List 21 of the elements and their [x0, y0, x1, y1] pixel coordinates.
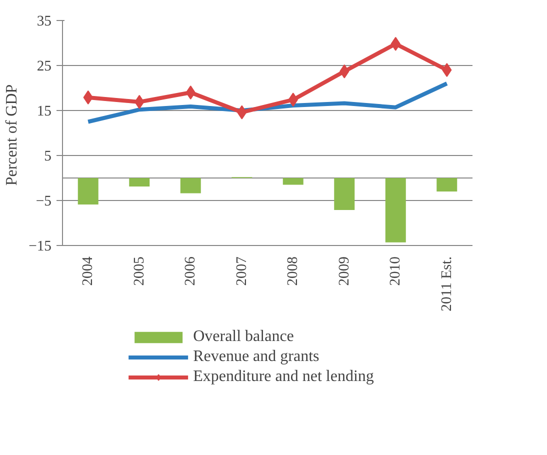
x-tick-label: 2009: [336, 256, 352, 286]
x-tick-label: 2005: [131, 256, 148, 286]
x-tick-label: 2007: [234, 256, 250, 286]
y-tick-label: −15: [28, 238, 52, 254]
line-series: [86, 82, 449, 124]
point: [186, 86, 196, 100]
x-tick-label: 2010: [388, 256, 404, 286]
legend-label: Expenditure and net lending: [193, 368, 374, 386]
legend-label: Revenue and grants: [193, 348, 320, 366]
point: [442, 63, 452, 77]
x-tick-label: 2008: [285, 256, 302, 286]
x-tick-label: 2004: [80, 256, 96, 286]
x-tick-label: 2011 Est.: [438, 256, 455, 312]
y-tick-label: 5: [44, 148, 52, 164]
y-axis-title: Percent of GDP: [4, 84, 21, 186]
y-tick-label: 25: [36, 58, 52, 74]
y-tick-label: 15: [36, 104, 52, 120]
x-tick-label: 2006: [182, 256, 199, 286]
legend-label: Overall balance: [193, 328, 294, 346]
y-tick-label: −5: [36, 194, 52, 210]
y-tick-label: 35: [36, 14, 52, 30]
